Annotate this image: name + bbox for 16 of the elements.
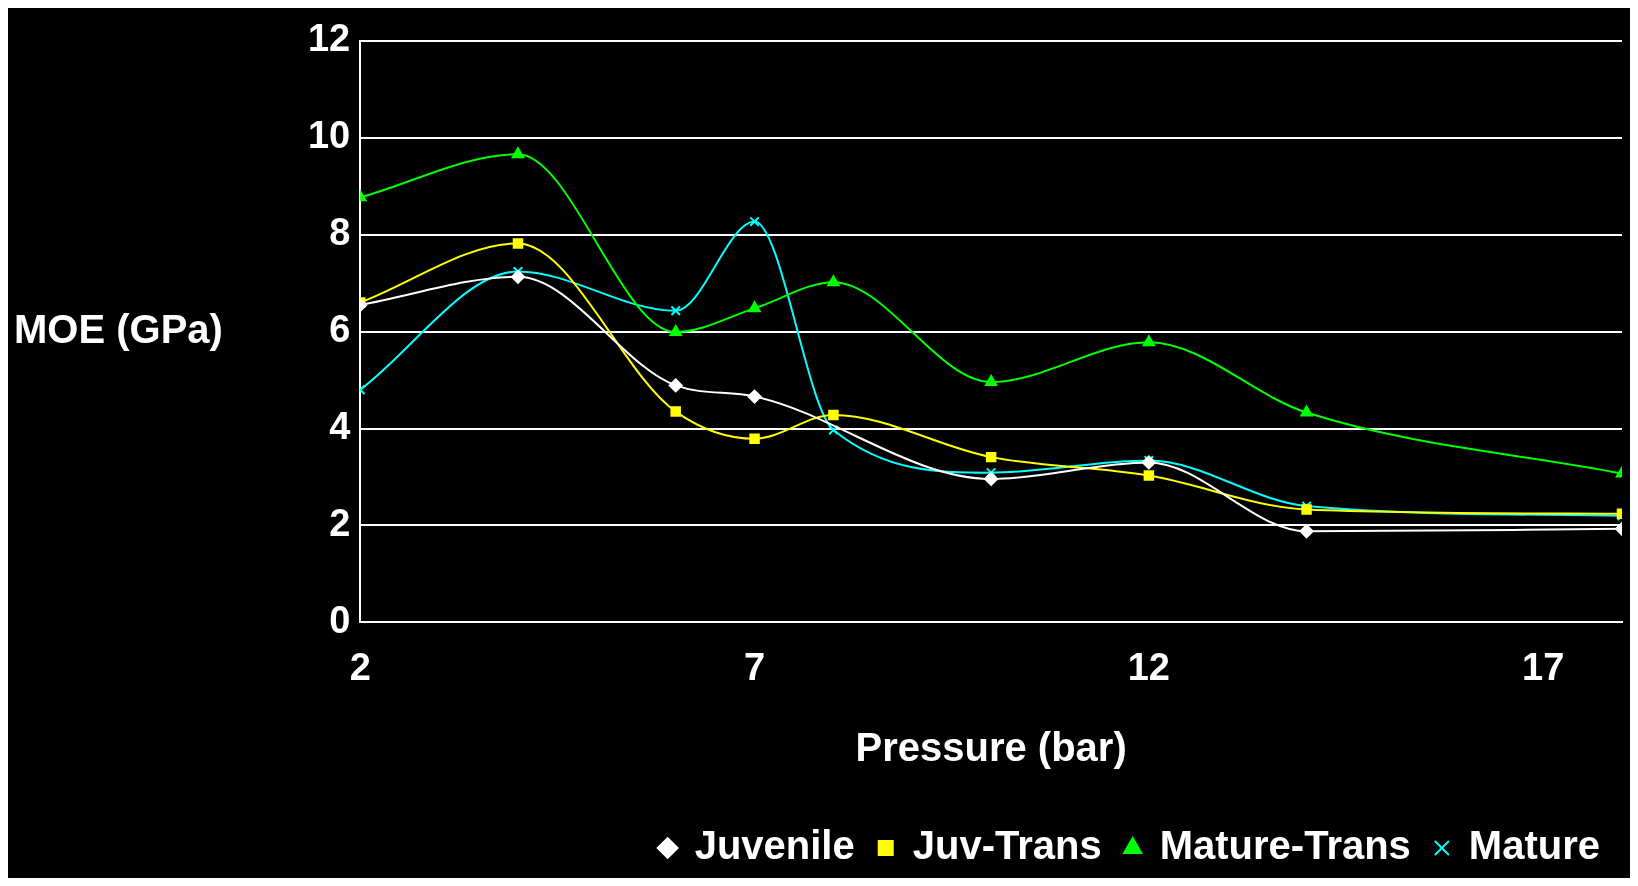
x-tick-label: 17 [1522, 645, 1565, 688]
x-tick-label: 7 [743, 645, 766, 688]
x-tick-label: 12 [1127, 645, 1170, 688]
y-tick-label: 4 [329, 405, 351, 448]
x-axis-title: Pressure (bar) [855, 725, 1127, 770]
legend-label: Mature [1468, 823, 1601, 868]
legend-label: Juv-Trans [912, 823, 1102, 868]
y-tick-label: 0 [329, 598, 351, 641]
y-tick-label: 8 [329, 211, 351, 254]
y-tick-label: 6 [329, 308, 351, 351]
legend-label: Juvenile [694, 823, 855, 868]
y-axis-title: MOE (GPa) [14, 306, 223, 351]
legend-label: Mature-Trans [1159, 823, 1411, 868]
y-tick-label: 12 [307, 17, 351, 60]
y-tick-label: 10 [307, 114, 351, 157]
y-tick-label: 2 [329, 501, 351, 544]
